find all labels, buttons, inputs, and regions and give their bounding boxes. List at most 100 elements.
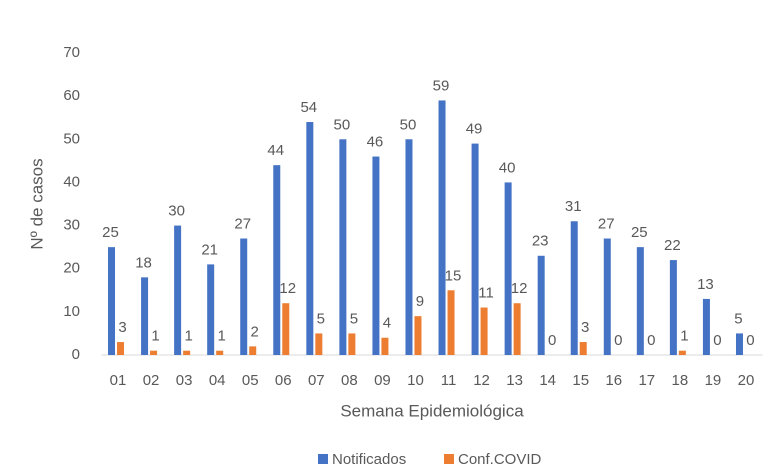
bar — [504, 182, 512, 355]
bar — [306, 122, 314, 356]
data-label: 30 — [168, 203, 185, 220]
x-axis-label: Semana Epidemiológica — [340, 401, 524, 420]
data-label: 40 — [499, 159, 516, 176]
data-label: 4 — [383, 315, 391, 332]
x-tick-label: 15 — [572, 372, 589, 389]
bar — [207, 264, 215, 355]
data-label: 5 — [734, 310, 742, 327]
y-tick-label: 50 — [63, 130, 80, 147]
x-tick-label: 09 — [374, 372, 391, 389]
bar — [669, 260, 677, 355]
y-tick-label: 0 — [72, 346, 80, 363]
bar — [339, 139, 347, 355]
bar — [216, 350, 224, 355]
x-tick-label: 16 — [605, 372, 622, 389]
y-tick-label: 60 — [63, 87, 80, 104]
y-tick-label: 40 — [63, 173, 80, 190]
y-axis-label: Nº de casos — [27, 158, 46, 249]
data-label: 50 — [400, 116, 417, 133]
legend-label: Notificados — [332, 451, 406, 468]
bar — [273, 165, 281, 355]
data-label: 0 — [548, 332, 556, 349]
data-label: 23 — [532, 233, 549, 250]
bar — [108, 247, 116, 355]
data-label: 9 — [416, 293, 424, 310]
data-label: 59 — [433, 77, 450, 94]
data-label: 1 — [680, 328, 688, 345]
data-label: 3 — [581, 319, 589, 336]
bar — [249, 346, 257, 355]
data-label: 21 — [201, 241, 218, 258]
data-label: 15 — [445, 267, 462, 284]
bar — [381, 337, 389, 355]
x-tick-label: 11 — [441, 372, 457, 389]
data-label: 25 — [631, 224, 648, 241]
bar — [183, 350, 191, 355]
data-label: 12 — [279, 280, 296, 297]
data-label: 0 — [614, 332, 622, 349]
data-label: 5 — [350, 310, 358, 327]
data-label: 54 — [300, 99, 317, 116]
legend-label: Conf.COVID — [458, 451, 542, 468]
bar — [348, 333, 356, 355]
data-label: 0 — [647, 332, 655, 349]
x-tick-label: 04 — [209, 372, 226, 389]
x-tick-label: 07 — [308, 372, 325, 389]
bar — [405, 139, 413, 355]
legend-swatch — [318, 454, 328, 464]
bar — [174, 225, 182, 355]
data-label: 44 — [267, 142, 284, 159]
data-label: 27 — [598, 215, 615, 232]
bar — [537, 255, 545, 355]
data-label: 27 — [234, 215, 251, 232]
bar — [372, 156, 380, 355]
bar — [240, 238, 248, 355]
data-label: 0 — [746, 332, 754, 349]
x-tick-label: 05 — [242, 372, 259, 389]
bar — [438, 100, 446, 355]
data-label: 12 — [511, 280, 528, 297]
data-label: 1 — [151, 328, 159, 345]
bar — [735, 333, 743, 355]
data-label: 49 — [466, 121, 483, 138]
x-tick-label: 20 — [738, 372, 755, 389]
data-label: 18 — [135, 254, 152, 271]
bar — [513, 303, 521, 355]
data-label: 22 — [664, 237, 681, 254]
data-label: 0 — [713, 332, 721, 349]
y-tick-label: 70 — [63, 44, 80, 61]
x-tick-label: 06 — [275, 372, 292, 389]
bar — [570, 221, 578, 355]
data-label: 25 — [102, 224, 119, 241]
bar — [702, 298, 710, 355]
bar — [603, 238, 611, 355]
data-label: 1 — [184, 328, 192, 345]
bar — [447, 290, 455, 355]
bar — [471, 143, 479, 355]
x-tick-label: 02 — [143, 372, 160, 389]
x-tick-label: 01 — [110, 372, 127, 389]
bar — [414, 316, 422, 355]
bar — [315, 333, 323, 355]
y-tick-label: 10 — [63, 303, 80, 320]
bar — [117, 342, 125, 355]
x-tick-label: 14 — [539, 372, 556, 389]
x-tick-label: 10 — [407, 372, 424, 389]
data-label: 11 — [478, 285, 494, 302]
bar — [636, 247, 644, 355]
y-tick-label: 30 — [63, 217, 80, 234]
x-tick-label: 08 — [341, 372, 358, 389]
x-tick-label: 12 — [473, 372, 490, 389]
data-label: 5 — [317, 310, 325, 327]
bar — [141, 277, 149, 355]
bar — [150, 350, 158, 355]
bar — [480, 307, 488, 355]
x-tick-label: 18 — [672, 372, 689, 389]
data-label: 50 — [334, 116, 351, 133]
x-tick-label: 03 — [176, 372, 193, 389]
y-tick-label: 20 — [63, 260, 80, 277]
x-tick-label: 13 — [506, 372, 523, 389]
data-label: 31 — [565, 198, 582, 215]
bar — [579, 342, 587, 355]
